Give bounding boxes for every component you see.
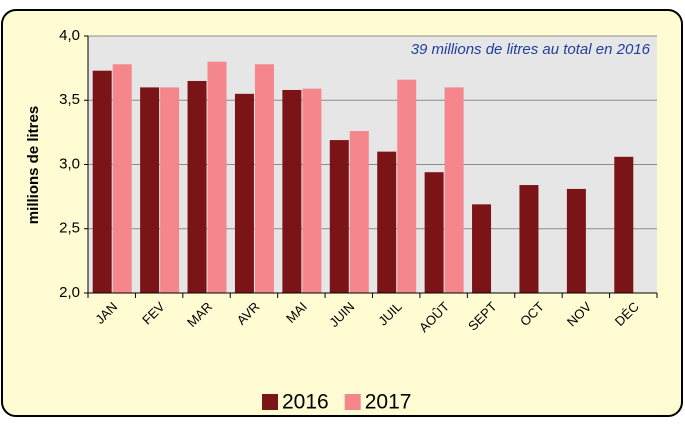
y-tick-label: 3,0	[59, 155, 80, 172]
y-tick-label: 2,5	[59, 220, 80, 237]
bar	[614, 156, 634, 293]
y-tick-label: 2,0	[59, 284, 80, 301]
legend-swatch	[344, 394, 361, 410]
y-axis-label: millions de litres	[25, 106, 42, 224]
bar	[472, 204, 492, 293]
bar	[349, 131, 369, 293]
legend-swatch	[262, 394, 278, 410]
bar	[377, 151, 397, 293]
bar	[282, 89, 302, 293]
bar	[424, 172, 444, 293]
bar	[234, 93, 254, 293]
legend-label: 2017	[365, 391, 412, 414]
bar	[302, 88, 322, 293]
bar	[519, 185, 539, 293]
y-tick-label: 3,5	[59, 91, 80, 108]
bar	[329, 140, 349, 293]
bar	[444, 87, 464, 294]
bar	[566, 188, 586, 293]
bar	[160, 87, 180, 294]
annotation: 39 millions de litres au total en 2016	[411, 41, 651, 58]
bar	[140, 87, 160, 294]
bar	[397, 79, 417, 293]
bar	[207, 61, 227, 294]
bar	[112, 64, 132, 294]
bar	[187, 80, 207, 293]
y-tick-label: 4,0	[59, 27, 80, 44]
legend-label: 2016	[282, 391, 329, 414]
bar	[254, 64, 274, 294]
bar	[92, 70, 112, 293]
